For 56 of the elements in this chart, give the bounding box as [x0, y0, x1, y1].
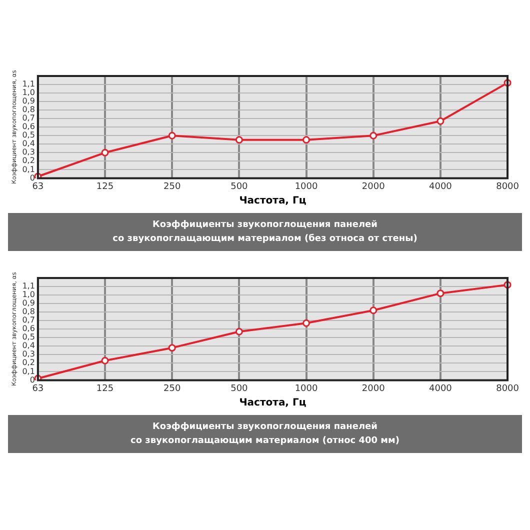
- y-tick-label: 0,6: [22, 324, 35, 334]
- y-tick-label: 0,8: [22, 105, 35, 114]
- y-tick-label: 0,9: [22, 298, 35, 308]
- y-tick-label: 0,7: [22, 316, 35, 325]
- x-tick-label: 1000: [294, 384, 318, 394]
- y-tick-label: 0,1: [22, 164, 35, 174]
- x-axis-title: Частота, Гц: [239, 196, 306, 207]
- text: Коэффициенты звукопоглощения панелей со звукопоглащающим материалом (относ 400 мм): [8, 415, 522, 453]
- y-tick-label: 0,4: [22, 341, 35, 350]
- y-tick-label: 1,1: [22, 80, 35, 89]
- x-tick-label: 8000: [496, 182, 520, 192]
- y-tick-label: 1,0: [22, 290, 35, 300]
- y-tick-label: 0,3: [22, 148, 35, 157]
- y-tick-label: 0,2: [22, 156, 35, 166]
- y-tick-label: 0,5: [22, 130, 35, 140]
- x-tick-label: 2000: [362, 384, 386, 394]
- y-tick-label: 0: [30, 173, 35, 182]
- y-tick-label: 0,8: [22, 307, 35, 316]
- point: [168, 132, 176, 140]
- y-tick-label: 0,6: [22, 122, 35, 132]
- x-tick-label: 125: [96, 182, 114, 192]
- x-tick-label: 4000: [429, 182, 452, 192]
- x-tick-label: 2000: [362, 182, 386, 192]
- text: Коэффициенты звукопоглощения панелей со звукопоглащающим материалом (без относа от стены): [8, 213, 522, 251]
- y-tick-label: 0,3: [22, 350, 35, 359]
- point: [436, 117, 444, 125]
- y-tick-label: 0: [30, 375, 35, 384]
- y-tick-label: 0,5: [22, 332, 35, 342]
- x-tick-label: 8000: [496, 384, 520, 394]
- x-tick-label: 500: [230, 384, 248, 394]
- x-tick-label: 63: [32, 182, 44, 192]
- x-tick-label: 125: [96, 384, 114, 394]
- point: [168, 344, 176, 352]
- x-tick-label: 250: [164, 182, 181, 192]
- point: [101, 148, 109, 156]
- y-tick-label: 0,1: [22, 366, 35, 376]
- point: [235, 136, 243, 144]
- point: [302, 136, 310, 144]
- point: [302, 319, 310, 327]
- y-tick-label: 0,2: [22, 358, 35, 368]
- point: [436, 290, 444, 298]
- x-tick-label: 500: [230, 182, 248, 192]
- y-tick-label: 1,0: [22, 88, 35, 98]
- point: [235, 328, 243, 336]
- y-tick-label: 0,4: [22, 139, 35, 148]
- point: [370, 132, 378, 140]
- y-tick-label: 1,1: [22, 282, 35, 291]
- x-axis-title: Частота, Гц: [239, 398, 306, 409]
- x-tick-label: 63: [32, 384, 44, 394]
- x-tick-label: 4000: [429, 384, 452, 394]
- x-tick-label: 250: [164, 384, 181, 394]
- point: [101, 356, 109, 364]
- y-tick-label: 0,9: [22, 96, 35, 106]
- y-tick-label: 0,7: [22, 114, 35, 123]
- x-tick-label: 1000: [294, 182, 318, 192]
- point: [370, 306, 378, 314]
